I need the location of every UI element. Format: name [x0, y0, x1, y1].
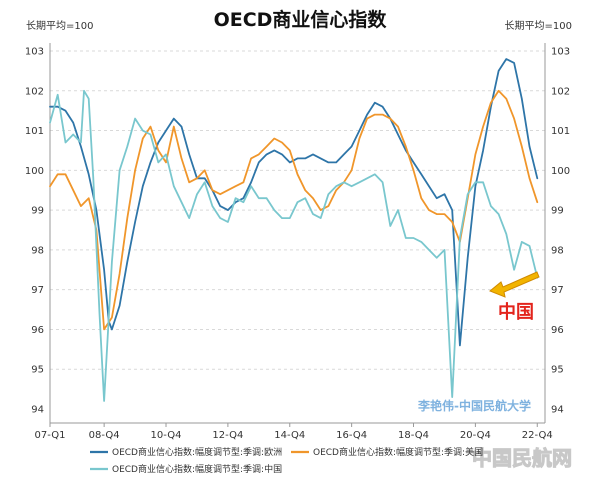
y-tick-label-right: 99	[551, 206, 564, 217]
x-tick-label: 10-Q4	[151, 430, 182, 441]
y-tick-label-right: 97	[551, 285, 564, 296]
y-tick-label-right: 94	[551, 405, 564, 416]
y-tick-label-left: 99	[31, 206, 44, 217]
y-tick-label-left: 95	[31, 365, 44, 376]
y-tick-label-left: 96	[31, 325, 44, 336]
legend-label: OECD商业信心指数:幅度调节型:季调:欧洲	[112, 446, 282, 458]
y-tick-label-left: 100	[25, 166, 44, 177]
author-watermark: 李艳伟-中国民航大学	[417, 398, 531, 413]
series-line-2	[49, 89, 539, 331]
x-tick-label: 16-Q4	[336, 430, 367, 441]
y-tick-label-right: 103	[551, 47, 570, 58]
left-y-tick-labels: 94 95 96 97 98 99 100 101 102 103	[25, 47, 44, 416]
legend: OECD商业信心指数:幅度调节型:季调:欧洲 OECD商业信心指数:幅度调节型:季…	[90, 446, 483, 475]
x-tick-label: 22-Q4	[522, 430, 553, 441]
y-tick-label-right: 102	[551, 86, 570, 97]
y-tick-label-right: 96	[551, 325, 564, 336]
x-tick-label: 18-Q4	[398, 430, 429, 441]
right-y-tick-labels: 94 95 96 97 98 99 100 101 102 103	[551, 47, 570, 416]
site-watermark-logo: 中国民航网	[472, 446, 572, 470]
x-tick-label: 14-Q4	[274, 430, 305, 441]
x-tick-label: 12-Q4	[212, 430, 243, 441]
y-tick-label-right: 95	[551, 365, 564, 376]
x-tick-labels: 07-Q1 08-Q4 10-Q4 12-Q4 14-Q4 16-Q4 18-Q4 20-Q4…	[35, 423, 553, 441]
y-tick-label-right: 100	[551, 166, 570, 177]
series-lines	[49, 58, 539, 402]
series-line-1	[49, 58, 539, 347]
y-tick-label-left: 102	[25, 86, 44, 97]
annotation-arrow-icon	[489, 271, 540, 298]
left-axis-unit: 长期平均=100	[26, 20, 93, 32]
y-tick-label-right: 98	[551, 245, 564, 256]
legend-label: OECD商业信心指数:幅度调节型:季调:美国	[313, 446, 483, 458]
annotation-label: 中国	[498, 301, 534, 323]
y-tick-label-left: 94	[31, 405, 44, 416]
right-axis-unit: 长期平均=100	[505, 20, 572, 32]
china-annotation: 中国	[489, 271, 540, 323]
x-tick-label: 07-Q1	[35, 430, 66, 441]
chart-title: OECD商业信心指数	[214, 8, 388, 31]
series-line-3	[49, 89, 539, 402]
x-tick-label: 08-Q4	[89, 430, 120, 441]
legend-label: OECD商业信心指数:幅度调节型:季调:中国	[112, 463, 282, 475]
y-tick-label-left: 98	[31, 245, 44, 256]
y-tick-label-right: 101	[551, 126, 570, 137]
x-tick-label: 20-Q4	[460, 430, 491, 441]
grid-lines	[50, 50, 545, 370]
y-tick-label-left: 103	[25, 47, 44, 58]
y-tick-label-left: 101	[25, 126, 44, 137]
y-tick-label-left: 97	[31, 285, 44, 296]
